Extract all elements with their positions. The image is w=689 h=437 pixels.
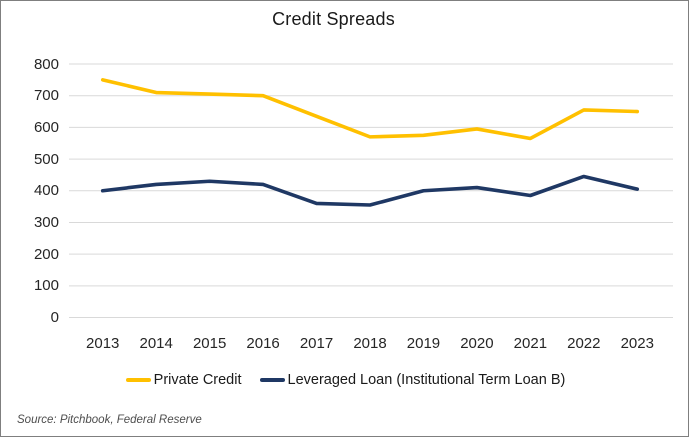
x-tick-label: 2015 (192, 335, 227, 352)
x-tick-label: 2021 (513, 335, 548, 352)
leveraged-loan-institutional-term-loan-b-line (100, 174, 640, 207)
y-tick-label: 600 (33, 118, 59, 136)
y-tick-label: 300 (33, 213, 59, 231)
x-tick-label: 2013 (86, 335, 120, 352)
x-tick-label: 2017 (299, 335, 334, 352)
y-tick-label: 400 (33, 182, 59, 200)
legend-item-leveraged-loan: Leveraged Loan (Institutional Term Loan … (259, 372, 566, 388)
x-tick-label: 2016 (246, 335, 280, 352)
y-tick-label: 0 (50, 309, 59, 326)
y-tick-label: 100 (33, 277, 59, 295)
y-tick-label: 500 (33, 150, 59, 168)
y-tick-label: 200 (33, 245, 59, 263)
y-tick-label: 700 (33, 87, 59, 105)
x-tick-label: 2023 (620, 335, 654, 352)
x-tick-label: 2018 (353, 335, 387, 352)
legend-label-leveraged-loan: Leveraged Loan (Institutional Term Loan … (287, 372, 566, 388)
x-tick-label: 2022 (567, 335, 601, 352)
y-tick-label: 800 (33, 55, 59, 73)
x-tick-label: 2020 (460, 335, 494, 352)
legend-item-private-credit: Private Credit (125, 372, 242, 388)
legend-swatch-leveraged-loan (259, 378, 285, 382)
legend-label-private-credit: Private Credit (153, 372, 242, 388)
legend: Private Credit Leveraged Loan (Instituti… (1, 372, 688, 388)
legend-swatch-private-credit (125, 378, 151, 382)
chart-title: Credit Spreads (272, 9, 395, 29)
x-tick-label: 2014 (139, 335, 173, 352)
source-note: Source: Pitchbook, Federal Reserve (17, 414, 202, 426)
private-credit-line (100, 78, 640, 141)
x-tick-label: 2019 (406, 335, 441, 352)
